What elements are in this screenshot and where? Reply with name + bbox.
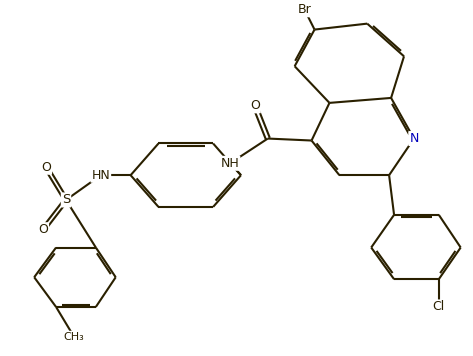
- Text: O: O: [250, 99, 260, 112]
- Text: S: S: [62, 193, 70, 206]
- Text: O: O: [38, 223, 48, 236]
- Text: Br: Br: [298, 3, 312, 16]
- Text: O: O: [41, 161, 51, 174]
- Text: Cl: Cl: [433, 300, 445, 313]
- Text: NH: NH: [221, 157, 239, 170]
- Text: HN: HN: [91, 169, 110, 182]
- Text: N: N: [409, 132, 419, 145]
- Text: CH₃: CH₃: [63, 332, 84, 342]
